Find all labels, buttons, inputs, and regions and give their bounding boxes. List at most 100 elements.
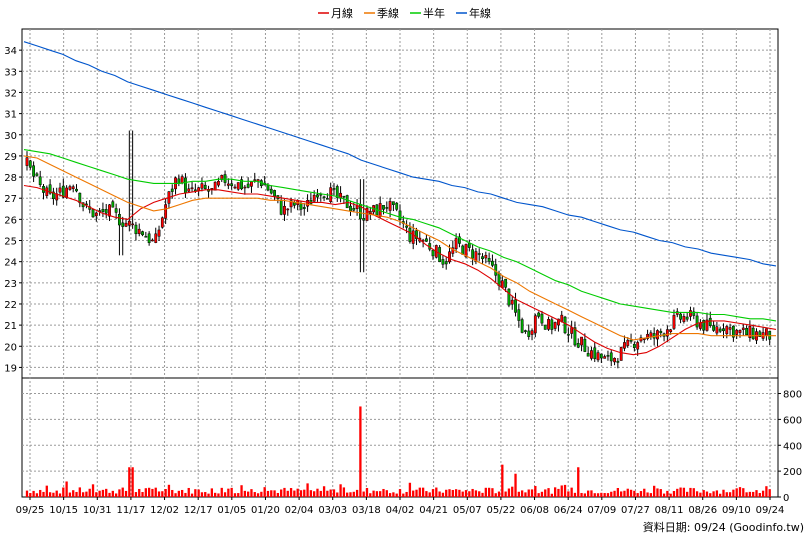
volume-bar xyxy=(98,490,101,497)
volume-bar xyxy=(570,487,573,497)
candle-body xyxy=(547,319,550,330)
candle-body xyxy=(467,243,471,248)
candle-body xyxy=(741,327,745,330)
candle-body xyxy=(543,324,547,330)
volume-tick-label: 400 xyxy=(783,441,802,452)
candle-body xyxy=(593,347,597,359)
volume-bar xyxy=(151,488,154,497)
candle-body xyxy=(246,183,250,188)
candle-body xyxy=(745,328,748,336)
volume-bar xyxy=(725,492,728,497)
volume-bar xyxy=(35,493,39,497)
volume-bar xyxy=(95,492,98,497)
candle-body xyxy=(553,322,557,329)
volume-bar xyxy=(491,488,494,497)
candle-body xyxy=(461,245,465,255)
volume-bar xyxy=(553,487,557,497)
legend-label-3: 年線 xyxy=(469,6,491,20)
candle-body xyxy=(540,313,544,324)
volume-bar xyxy=(369,493,372,497)
candle-body xyxy=(659,330,663,334)
volume-bar xyxy=(448,489,451,497)
x-tick-label: 08/11 xyxy=(655,505,684,516)
candle-body xyxy=(217,180,220,186)
volume-bar xyxy=(606,493,610,497)
candle-body xyxy=(632,343,636,348)
volume-bar xyxy=(270,490,273,497)
candle-body xyxy=(203,184,207,189)
volume-bar xyxy=(227,488,230,497)
volume-bar xyxy=(237,493,240,497)
candle-body xyxy=(151,239,154,242)
candle-body xyxy=(391,201,395,205)
volume-bar xyxy=(329,489,332,497)
candle-body xyxy=(75,188,78,192)
volume-bar xyxy=(620,491,623,497)
candle-body xyxy=(243,186,247,189)
volume-bar xyxy=(147,487,151,497)
candle-body xyxy=(494,264,498,276)
candle-body xyxy=(65,187,69,198)
candle-body xyxy=(623,342,626,349)
volume-bar xyxy=(247,491,250,497)
volume-bar xyxy=(755,490,758,497)
volume-bar xyxy=(408,482,412,497)
candle-body xyxy=(738,330,742,333)
candle-body xyxy=(599,353,603,359)
volume-bar xyxy=(742,488,745,497)
volume-bar xyxy=(600,492,603,497)
candle-body xyxy=(444,261,448,265)
volume-bar xyxy=(438,491,441,497)
price-tick-label: 26 xyxy=(4,215,17,226)
volume-bar xyxy=(537,493,540,497)
candle-body xyxy=(748,326,752,338)
candle-body xyxy=(576,343,580,348)
candle-body xyxy=(345,195,349,209)
price-tick-label: 34 xyxy=(4,46,17,57)
candle-body xyxy=(114,208,118,213)
volume-bar xyxy=(349,492,352,497)
volume-bar xyxy=(200,492,204,497)
volume-bar xyxy=(616,488,620,497)
volume-bar xyxy=(705,491,709,497)
volume-bar xyxy=(121,487,124,497)
candle-body xyxy=(484,254,488,259)
volume-bar xyxy=(567,491,570,497)
candle-body xyxy=(652,333,656,339)
candle-body xyxy=(722,328,725,332)
price-tick-label: 31 xyxy=(4,110,17,121)
volume-bar xyxy=(458,489,461,497)
volume-bar xyxy=(695,491,699,497)
volume-bar xyxy=(451,489,454,497)
volume-bar xyxy=(114,493,118,497)
volume-bar xyxy=(128,467,131,497)
candle-body xyxy=(458,236,461,244)
candle-body xyxy=(527,330,531,337)
x-tick-label: 12/02 xyxy=(150,505,179,516)
volume-bar xyxy=(686,491,689,497)
candle-body xyxy=(580,336,583,346)
candle-body xyxy=(586,353,590,357)
candle-body xyxy=(504,278,508,288)
candle-body xyxy=(299,203,303,210)
x-tick-label: 01/05 xyxy=(217,505,246,516)
volume-bar xyxy=(765,486,768,497)
volume-bar xyxy=(39,489,42,497)
candle-body xyxy=(517,309,521,321)
volume-bar xyxy=(435,487,438,497)
candle-body xyxy=(626,339,630,346)
volume-bar xyxy=(530,489,534,497)
candle-body xyxy=(111,201,115,208)
volume-bar xyxy=(359,406,362,497)
volume-bar xyxy=(184,492,187,497)
price-tick-label: 23 xyxy=(4,279,17,290)
x-tick-label: 11/17 xyxy=(116,505,145,516)
candle-body xyxy=(603,356,607,359)
candle-body xyxy=(58,187,62,193)
volume-bar xyxy=(758,492,761,497)
candle-body xyxy=(570,327,574,334)
candle-body xyxy=(289,200,293,208)
candle-body xyxy=(682,316,686,322)
volume-bar xyxy=(623,490,626,497)
candle-body xyxy=(210,188,214,190)
